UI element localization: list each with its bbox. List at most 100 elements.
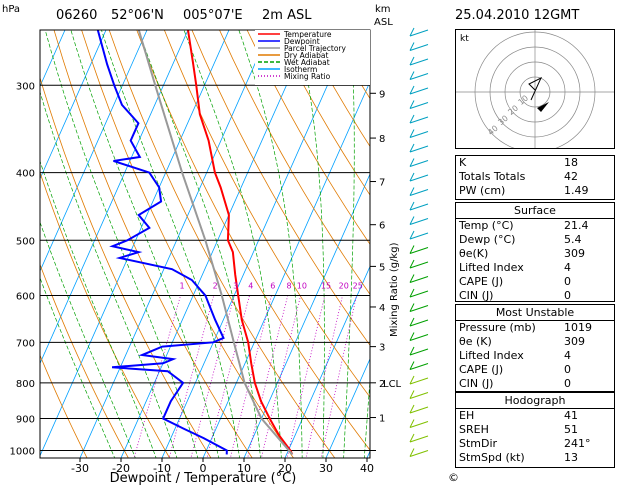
isotherm-line: [0, 0, 54, 465]
wet-adiabat-line: [40, 276, 116, 458]
wind-barb: [409, 363, 429, 370]
wind-barb: [409, 116, 429, 124]
wind-barb: [409, 174, 429, 182]
x-tick-label: 40: [360, 462, 374, 475]
table-row: Pressure (mb) 1019: [456, 320, 614, 335]
wet-adiabat-line: [70, 30, 220, 458]
wet-adiabat-line: [40, 90, 178, 458]
wind-barb: [409, 348, 429, 356]
height-tick-label: 5: [379, 262, 385, 273]
wind-barb: [409, 305, 429, 312]
x-tick-label: 0: [200, 462, 207, 475]
row-label: CAPE (J): [459, 275, 504, 288]
height-tick-label: 4: [379, 303, 385, 314]
height-tick-label: 7: [379, 178, 385, 189]
height-tick-label: 6: [379, 221, 385, 232]
wet-adiabat-line: [238, 30, 303, 458]
x-tick-label: -10: [153, 462, 171, 475]
table-row: K 18: [456, 156, 614, 170]
row-label: CIN (J): [459, 377, 494, 390]
pressure-tick-label: 500: [16, 236, 35, 247]
wet-adiabat-line: [343, 30, 355, 458]
longitude: 005°07'E: [183, 8, 243, 23]
row-label: StmDir: [459, 437, 498, 450]
hodograph-unit: kt: [460, 34, 469, 44]
latitude: 52°06'N: [111, 8, 164, 23]
wind-barb-flag: [409, 361, 415, 370]
isotherm-line: [243, 173, 370, 458]
row-value: 4: [564, 261, 571, 274]
hodograph-table-title: Hodograph: [504, 394, 566, 407]
row-label: CAPE (J): [459, 363, 504, 376]
wind-barb-flag: [409, 390, 415, 399]
wind-barb: [409, 203, 429, 211]
wind-barb-flag: [409, 230, 415, 240]
hodograph-ring-label: 40: [486, 124, 500, 137]
row-label: StmSpd (kt): [459, 451, 525, 464]
wind-barb-flag: [409, 85, 415, 95]
row-label: θe (K): [459, 335, 492, 348]
dry-adiabat-line: [40, 171, 171, 458]
mixing-ratio-line: [190, 295, 235, 458]
row-value: 51: [564, 423, 578, 436]
wind-barb-flag: [409, 245, 415, 254]
isotherm-line: [366, 450, 370, 458]
height-tick-label: 8: [379, 134, 385, 145]
wind-barb-flag: [409, 346, 415, 356]
isotherm-line: [325, 357, 370, 458]
pressure-tick-label: 900: [16, 415, 35, 426]
mixing-ratio-line: [286, 295, 326, 458]
wet-adiabat-line: [101, 30, 240, 458]
wet-adiabat-line: [44, 30, 199, 458]
wet-adiabat-line: [40, 159, 157, 458]
km-label: km: [375, 4, 391, 15]
row-label: PW (cm): [459, 184, 506, 197]
row-value: 41: [564, 409, 578, 422]
mixing-ratio-line: [133, 295, 181, 458]
x-tick-label: 30: [319, 462, 333, 475]
table-row: EH 41: [456, 408, 614, 423]
row-value: 309: [564, 335, 585, 348]
wind-barb-flag: [409, 274, 415, 283]
pressure-tick-label: 800: [16, 379, 35, 390]
wind-barb-flag: [409, 187, 415, 196]
wet-adiabat-line: [183, 30, 282, 458]
x-tick-label: -20: [112, 462, 130, 475]
lcl-label: LCL: [383, 379, 402, 390]
wind-barb: [409, 435, 429, 443]
indices-table: K 18 Totals Totals 42 PW (cm) 1.49: [455, 155, 615, 200]
dewpoint-line: [96, 30, 228, 455]
row-value: 42: [564, 170, 578, 183]
table-row: CIN (J) 0: [456, 289, 614, 303]
wind-barb: [409, 44, 429, 51]
legend-label: Dewpoint: [284, 37, 320, 46]
temperature-line: [187, 30, 294, 455]
row-label: Pressure (mb): [459, 321, 536, 334]
row-value: 0: [564, 377, 571, 390]
legend-label: Dry Adiabat: [284, 51, 328, 60]
isotherm-line: [40, 30, 107, 180]
dry-adiabat-line: [81, 30, 295, 458]
isotherm-line: [40, 30, 66, 88]
isotherm-line: [202, 80, 370, 458]
wind-barb: [409, 406, 429, 414]
legend-label: Isotherm: [284, 65, 317, 74]
table-row: Dewp (°C) 5.4: [456, 233, 614, 247]
wind-barb-flag: [409, 172, 415, 182]
wind-barb: [409, 319, 429, 327]
dry-adiabat-line: [163, 30, 370, 398]
wind-barb: [409, 218, 429, 225]
wind-barb: [409, 102, 429, 109]
parcel-trajectory-line: [137, 30, 294, 456]
legend-label: Wet Adiabat: [284, 58, 330, 67]
row-value: 241°: [564, 437, 591, 450]
wind-barb-flag: [409, 303, 415, 312]
pressure-tick-label: 1000: [10, 447, 35, 458]
surface-table: Surface Temp (°C) 21.4 Dewp (°C) 5.4 θe(K) 30…: [455, 202, 615, 302]
row-value: 5.4: [564, 233, 582, 246]
pressure-tick-label: 400: [16, 169, 35, 180]
row-label: Dewp (°C): [459, 233, 516, 246]
mixing-ratio-value: 8: [286, 281, 291, 290]
